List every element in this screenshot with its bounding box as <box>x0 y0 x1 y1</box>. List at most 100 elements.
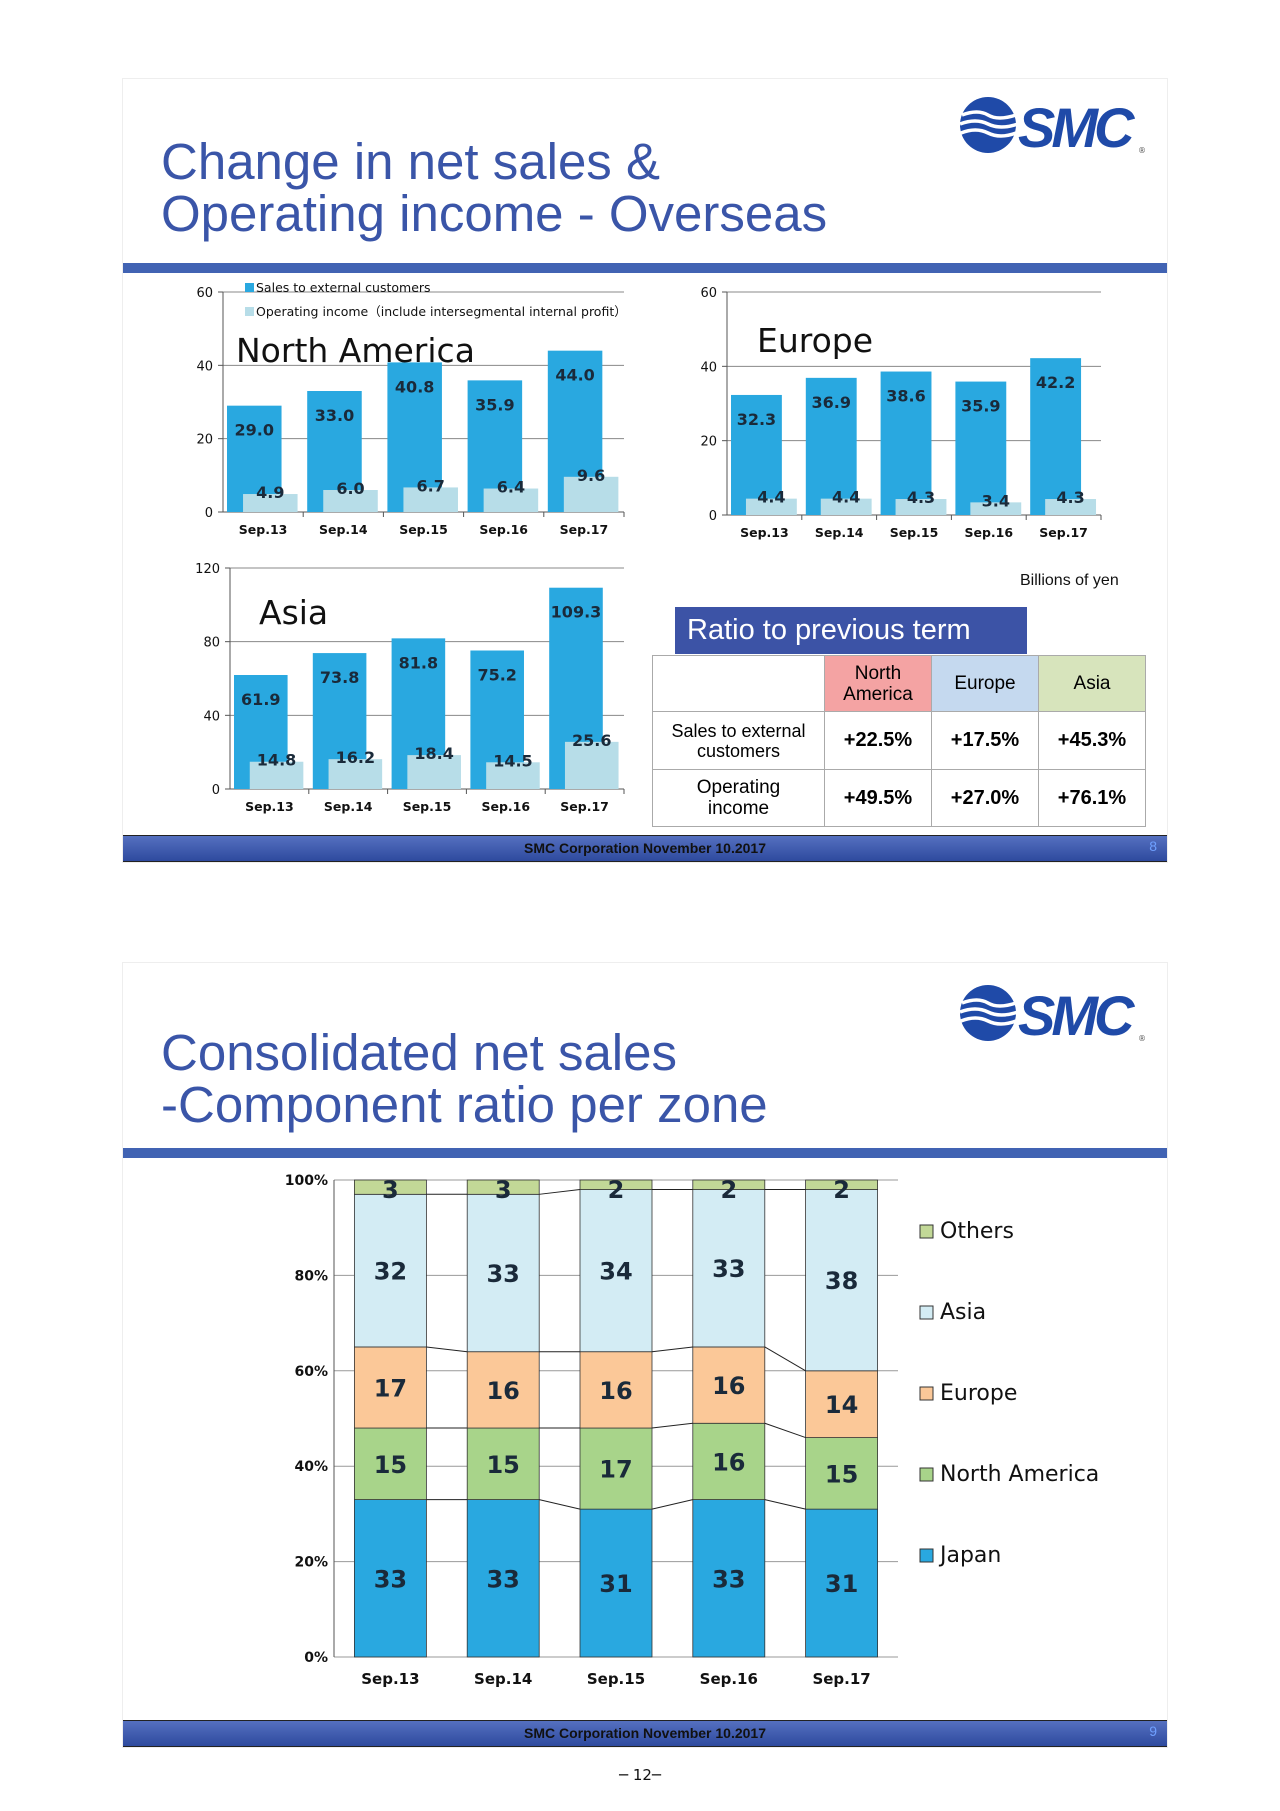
segment-value-label: 34 <box>599 1258 632 1286</box>
stacked-segment <box>579 1179 653 1190</box>
stacked-segment <box>692 1346 766 1424</box>
ratio-row-income: Operating income +49.5% +27.0% +76.1% <box>652 769 1146 827</box>
sales-value-label: 32.3 <box>737 410 776 429</box>
series-connector-line <box>426 1346 468 1353</box>
y-tick-label: 40 <box>203 709 220 724</box>
segment-value-label: 14 <box>825 1391 858 1419</box>
sales-value-label: 35.9 <box>961 397 1000 416</box>
legend-label: Sales to external customers <box>256 280 431 295</box>
sales-value-label: 61.9 <box>241 690 280 709</box>
segment-value-label: 31 <box>599 1570 632 1598</box>
legend-label: Operating income（include intersegmental … <box>256 304 627 319</box>
series-connector-line <box>764 1422 806 1439</box>
income-value-label: 4.3 <box>1056 488 1084 507</box>
stacked-segment <box>805 1437 878 1510</box>
sales-bar <box>805 377 857 515</box>
title-divider <box>123 263 1167 273</box>
stacked-segment <box>805 1189 878 1372</box>
title-line-1: Consolidated net sales <box>161 1024 678 1081</box>
segment-value-label: 33 <box>486 1565 519 1593</box>
stacked-segment <box>692 1189 766 1348</box>
income-bar <box>483 488 539 512</box>
slide-title: Change in net sales & Operating income -… <box>161 136 827 240</box>
corner-cell <box>652 655 825 712</box>
sales-value-label: 29.0 <box>235 421 274 440</box>
segment-value-label: 16 <box>486 1377 519 1405</box>
stacked-segment <box>805 1370 878 1438</box>
series-connector-line <box>539 1189 581 1195</box>
x-tick-label: Sep.13 <box>740 525 789 540</box>
stacked-segment <box>353 1346 427 1429</box>
chart-3: 0%20%40%60%80%100%331517323Sep.133315163… <box>285 1173 1100 1688</box>
income-value-label: 16.2 <box>336 748 375 767</box>
segment-value-label: 2 <box>608 1176 625 1204</box>
segment-value-label: 17 <box>599 1456 632 1484</box>
legend-swatch <box>245 307 254 316</box>
sales-bar <box>880 371 932 515</box>
segment-value-label: 15 <box>486 1451 519 1479</box>
x-tick-label: Sep.15 <box>399 522 448 537</box>
ratio-row-sales: Sales to external customers +22.5% +17.5… <box>652 711 1146 770</box>
row-label: Operating income <box>652 769 825 827</box>
ratio-value: +49.5% <box>824 769 932 827</box>
footer-text: SMC Corporation November 10.2017 <box>524 1725 766 1741</box>
income-bar <box>970 502 1022 515</box>
ratio-value: +45.3% <box>1038 711 1146 770</box>
stacked-segment <box>466 1351 540 1429</box>
x-tick-label: Sep.15 <box>890 525 939 540</box>
income-bar <box>403 487 458 512</box>
income-bar <box>486 762 540 789</box>
stacked-segment <box>692 1499 766 1658</box>
sales-bar <box>387 362 442 512</box>
x-tick-label: Sep.16 <box>479 522 528 537</box>
legend-label: North America <box>940 1462 1099 1487</box>
sales-value-label: 75.2 <box>477 666 516 685</box>
sales-value-label: 40.8 <box>395 377 434 396</box>
sales-bar <box>731 394 782 515</box>
x-tick-label: Sep.16 <box>700 1670 758 1688</box>
y-tick-label: 20% <box>294 1555 328 1571</box>
y-tick-label: 40 <box>196 359 213 374</box>
segment-value-label: 33 <box>486 1260 519 1288</box>
stacked-segment <box>692 1179 766 1190</box>
income-value-label: 3.4 <box>982 491 1010 510</box>
y-tick-label: 0 <box>709 509 717 524</box>
legend-label: Others <box>940 1219 1014 1244</box>
sales-value-label: 42.2 <box>1036 373 1075 392</box>
income-value-label: 4.3 <box>907 488 935 507</box>
chart-region-title: Asia <box>259 593 328 632</box>
legend-swatch <box>919 1548 934 1563</box>
legend-swatch <box>245 283 254 292</box>
sales-value-label: 73.8 <box>320 668 359 687</box>
legend-swatch <box>919 1386 934 1401</box>
stacked-segment <box>579 1189 653 1353</box>
income-value-label: 9.6 <box>577 466 605 485</box>
income-value-label: 25.6 <box>572 731 611 750</box>
income-value-label: 6.0 <box>336 479 364 498</box>
income-bar <box>407 755 461 789</box>
segment-value-label: 16 <box>712 1448 745 1476</box>
income-bar <box>1045 499 1097 515</box>
segment-value-label: 3 <box>495 1176 512 1204</box>
stacked-segment <box>805 1179 878 1190</box>
segment-value-label: 3 <box>382 1176 399 1204</box>
stacked-segment <box>466 1499 540 1658</box>
segment-value-label: 15 <box>374 1451 407 1479</box>
stacked-segment <box>692 1422 766 1500</box>
y-tick-label: 60 <box>196 286 213 301</box>
ratio-table: North America Europe Asia Sales to exter… <box>652 655 1146 827</box>
stacked-segment <box>353 1193 427 1348</box>
x-tick-label: Sep.16 <box>482 799 531 814</box>
stacked-segment <box>466 1179 540 1195</box>
series-connector-line <box>651 1346 693 1353</box>
x-tick-label: Sep.15 <box>587 1670 645 1688</box>
title-line-2: Operating income - Overseas <box>161 185 828 242</box>
chart-1: 0 20 40 60 Sep.13 32.3 4.4 Sep.14 36.9 4.4 Sep.15 3… <box>700 286 1102 540</box>
segment-value-label: 31 <box>825 1570 858 1598</box>
income-bar <box>745 498 797 515</box>
stacked-segment <box>579 1508 653 1658</box>
ratio-value: +76.1% <box>1038 769 1146 827</box>
unit-label: Billions of yen <box>1020 572 1119 589</box>
legend-swatch <box>919 1305 934 1320</box>
y-tick-label: 80% <box>294 1268 328 1284</box>
